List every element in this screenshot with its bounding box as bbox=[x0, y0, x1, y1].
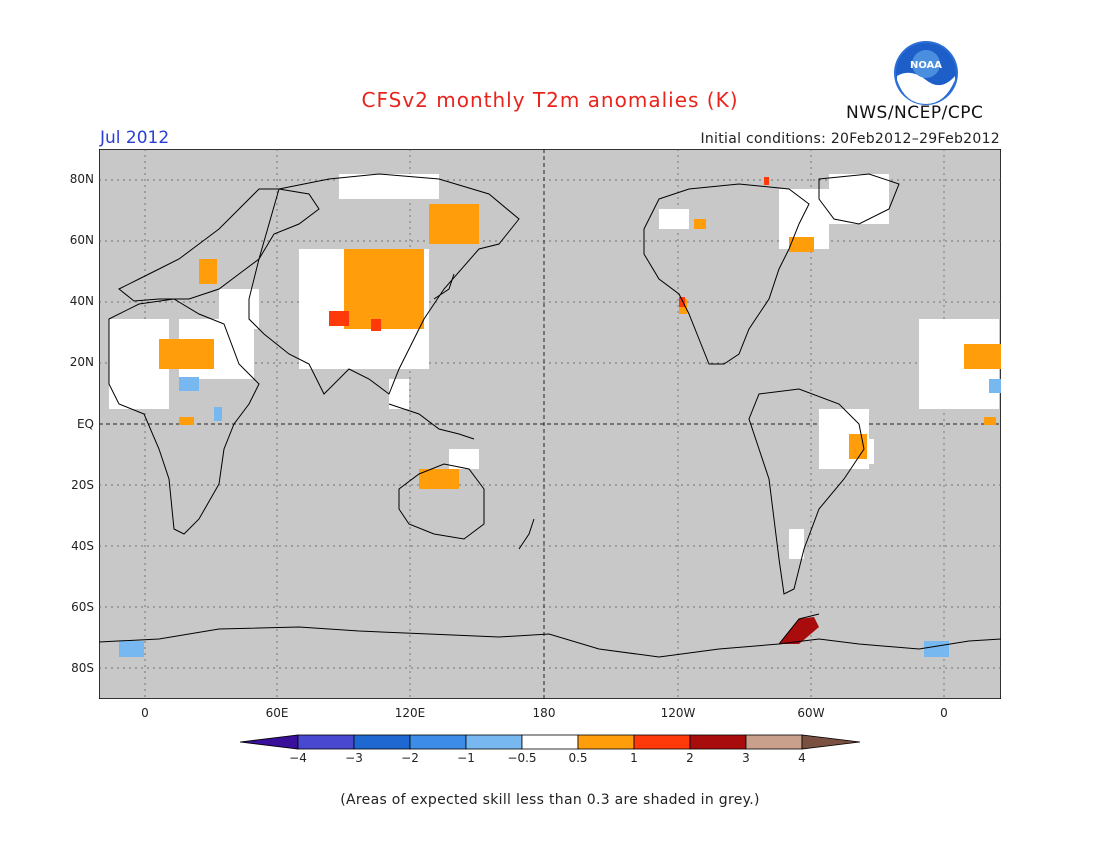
lon-label: 120W bbox=[660, 706, 696, 720]
colorbar-label: 2 bbox=[686, 751, 694, 765]
lat-label: 20N bbox=[69, 355, 94, 369]
colorbar-swatch bbox=[745, 734, 803, 750]
coastlines bbox=[99, 173, 1001, 658]
colorbar-label: 3 bbox=[742, 751, 750, 765]
colorbar-label: 4 bbox=[798, 751, 806, 765]
lat-label: 80S bbox=[71, 661, 94, 675]
logo-text: NOAA bbox=[910, 60, 942, 71]
colorbar-label: 1 bbox=[630, 751, 638, 765]
colorbar-label: −1 bbox=[457, 751, 475, 765]
lon-label: 0 bbox=[141, 706, 149, 720]
colorbar-label: −4 bbox=[289, 751, 307, 765]
colorbar-label: −3 bbox=[345, 751, 363, 765]
colorbar-swatch bbox=[353, 734, 411, 750]
noaa-logo-icon: NOAA bbox=[894, 41, 958, 105]
lon-label: 180 bbox=[532, 706, 556, 720]
colorbar-min-arrow bbox=[240, 734, 299, 750]
anomaly-map bbox=[99, 149, 1001, 699]
colorbar-max-arrow bbox=[801, 734, 861, 750]
lat-label: 20S bbox=[71, 478, 94, 492]
colorbar-swatch bbox=[409, 734, 467, 750]
agency-label: NWS/NCEP/CPC bbox=[846, 103, 984, 123]
lat-label: 40S bbox=[71, 539, 94, 553]
lat-label: 60N bbox=[69, 233, 94, 247]
lon-label: 0 bbox=[940, 706, 948, 720]
antarctic-peninsula-anomaly bbox=[779, 617, 819, 644]
colorbar-swatch bbox=[521, 734, 579, 750]
lat-label: 80N bbox=[69, 172, 94, 186]
lon-label: 120E bbox=[394, 706, 426, 720]
colorbar-label: −0.5 bbox=[507, 751, 537, 765]
warm-anomaly-areas bbox=[159, 204, 1001, 489]
lat-label: 40N bbox=[69, 294, 94, 308]
hot-anomaly-areas bbox=[329, 177, 769, 331]
skill-footnote: (Areas of expected skill less than 0.3 a… bbox=[340, 792, 760, 808]
map-title: CFSv2 monthly T2m anomalies (K) bbox=[361, 88, 739, 112]
colorbar-swatch bbox=[465, 734, 523, 750]
colorbar-swatch bbox=[577, 734, 635, 750]
colorbar-swatch bbox=[689, 734, 747, 750]
colorbar-swatch bbox=[297, 734, 355, 750]
lon-label: 60W bbox=[797, 706, 825, 720]
colorbar bbox=[240, 734, 861, 750]
forecast-month: Jul 2012 bbox=[100, 128, 170, 148]
colorbar-label: 0.5 bbox=[568, 751, 588, 765]
lon-label: 60E bbox=[265, 706, 289, 720]
colorbar-swatch bbox=[633, 734, 691, 750]
colorbar-label: −2 bbox=[401, 751, 419, 765]
initial-conditions: Initial conditions: 20Feb2012–29Feb2012 bbox=[700, 131, 1000, 147]
lat-label: EQ bbox=[76, 417, 94, 431]
lat-label: 60S bbox=[71, 600, 94, 614]
